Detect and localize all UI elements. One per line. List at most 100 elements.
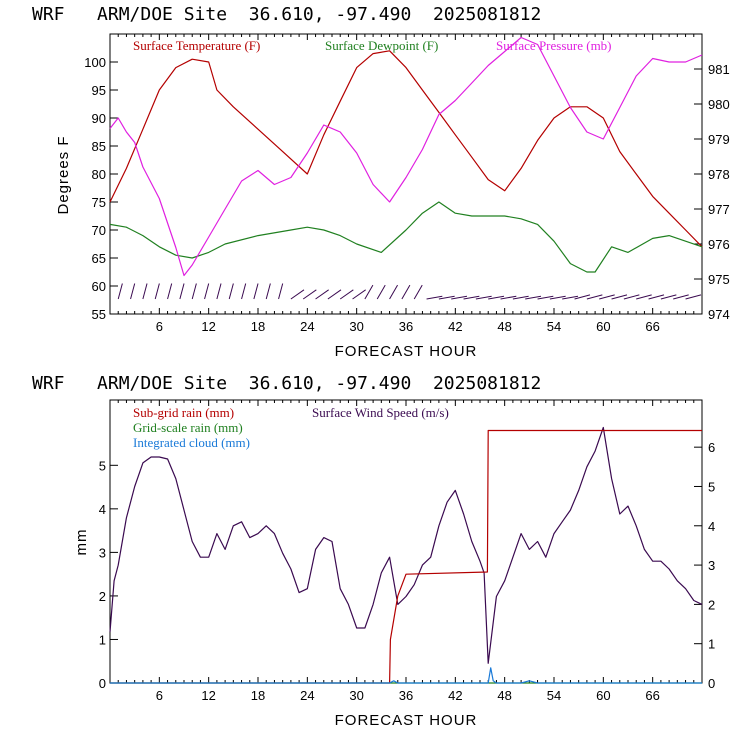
wind-barb	[315, 289, 329, 300]
y-tick-label: 80	[92, 167, 106, 182]
temperature-line	[109, 50, 703, 248]
wind-barb	[451, 295, 468, 300]
legend-wind-speed: Surface Wind Speed (m/s)	[312, 405, 449, 420]
x-tick-label: 66	[645, 688, 659, 703]
wind-barb	[623, 294, 640, 300]
wind-barb	[265, 283, 271, 300]
y2-tick-label: 974	[708, 307, 730, 322]
x-axis-label: FORECAST HOUR	[335, 712, 478, 729]
y2-tick-label: 1	[708, 637, 715, 652]
wind-barb	[426, 295, 443, 300]
y-tick-label: 85	[92, 139, 106, 154]
temperature-panel: WRF ARM/DOE Site 36.610, -97.490 2025081…	[32, 4, 730, 360]
wind-barb	[475, 295, 492, 300]
x-tick-label: 42	[448, 688, 462, 703]
wind-barb	[549, 295, 566, 300]
panel-title: WRF ARM/DOE Site 36.610, -97.490 2025081…	[32, 4, 541, 25]
y2-tick-label: 978	[708, 167, 730, 182]
wind-barb	[648, 294, 665, 300]
wind-barb	[241, 283, 247, 300]
y2-tick-label: 977	[708, 202, 730, 217]
y-tick-label: 0	[99, 676, 106, 691]
y-tick-label: 5	[99, 458, 106, 473]
wind-barb	[389, 284, 398, 300]
wind-barb	[463, 295, 480, 300]
wind-speed-line	[109, 426, 703, 664]
wind-barb	[204, 283, 210, 300]
x-tick-label: 48	[497, 319, 511, 334]
axis-ticks: 6 12 18 24 30 36 42 48 54 60 66 55 60 65 70 75 80 85 90 95 1…	[84, 34, 730, 334]
dewpoint-line	[109, 201, 703, 273]
y-tick-label: 75	[92, 195, 106, 210]
wind-barb	[512, 295, 529, 300]
x-tick-label: 18	[251, 319, 265, 334]
series-lines	[109, 36, 703, 277]
y2-tick-label: 2	[708, 597, 715, 612]
wind-barb	[130, 283, 136, 300]
legend-subgrid-rain: Sub-grid rain (mm)	[133, 405, 234, 420]
legend-dewpoint: Surface Dewpoint (F)	[325, 38, 438, 53]
legend-gridscale-rain: Grid-scale rain (mm)	[133, 420, 243, 435]
wind-barb	[673, 294, 689, 300]
x-tick-label: 6	[156, 319, 163, 334]
x-tick-label: 54	[547, 688, 561, 703]
x-tick-label: 60	[596, 319, 610, 334]
plot-frame	[109, 33, 703, 315]
legend-temperature: Surface Temperature (F)	[133, 38, 260, 53]
y-tick-label: 4	[99, 502, 106, 517]
y2-tick-label: 3	[708, 558, 715, 573]
wind-barb	[364, 284, 374, 300]
wind-barb	[191, 283, 197, 300]
y2-tick-label: 976	[708, 237, 730, 252]
wind-barb	[574, 294, 591, 300]
y2-tick-label: 981	[708, 62, 730, 77]
wind-barb	[438, 295, 455, 300]
series-lines	[109, 426, 703, 684]
wind-barb	[636, 294, 652, 300]
wind-barb	[154, 283, 160, 300]
wind-barb	[302, 289, 317, 300]
y-tick-label: 55	[92, 307, 106, 322]
legend-integrated-cloud: Integrated cloud (mm)	[133, 435, 250, 450]
wind-barb	[685, 294, 702, 300]
x-tick-label: 42	[448, 319, 462, 334]
x-tick-label: 30	[349, 688, 363, 703]
y2-tick-label: 975	[708, 272, 730, 287]
wind-barb	[562, 295, 579, 300]
wind-barb	[599, 294, 615, 300]
wind-barb	[525, 295, 542, 300]
wind-barb	[142, 283, 148, 300]
panel-title: WRF ARM/DOE Site 36.610, -97.490 2025081…	[32, 373, 541, 394]
wind-barb	[253, 283, 259, 300]
y-tick-label: 1	[99, 632, 106, 647]
wind-barb	[290, 289, 305, 300]
y2-tick-label: 980	[708, 97, 730, 112]
subgrid-rain-line	[110, 429, 702, 684]
x-tick-label: 24	[300, 688, 314, 703]
x-tick-label: 48	[497, 688, 511, 703]
x-tick-label: 30	[349, 319, 363, 334]
wind-barb	[228, 283, 234, 300]
wind-barb	[216, 283, 222, 300]
y-tick-label: 60	[92, 279, 106, 294]
wind-barb	[488, 295, 505, 300]
wind-barb	[352, 289, 366, 300]
x-tick-label: 12	[201, 688, 215, 703]
x-tick-label: 6	[156, 688, 163, 703]
integrated-cloud-line	[110, 667, 702, 684]
precipitation-panel: WRF ARM/DOE Site 36.610, -97.490 2025081…	[32, 373, 715, 729]
y-tick-label: 65	[92, 251, 106, 266]
wind-barb	[339, 289, 354, 300]
y2-tick-label: 5	[708, 479, 715, 494]
y-axis-label: mm	[73, 529, 90, 556]
wind-barb	[179, 283, 185, 300]
pressure-line	[109, 36, 703, 277]
x-tick-label: 60	[596, 688, 610, 703]
y2-tick-label: 979	[708, 132, 730, 147]
wind-barb	[537, 295, 554, 300]
wind-barb	[500, 295, 517, 300]
wind-barb	[413, 284, 423, 300]
y-tick-label: 2	[99, 589, 106, 604]
wind-barb	[660, 294, 677, 300]
